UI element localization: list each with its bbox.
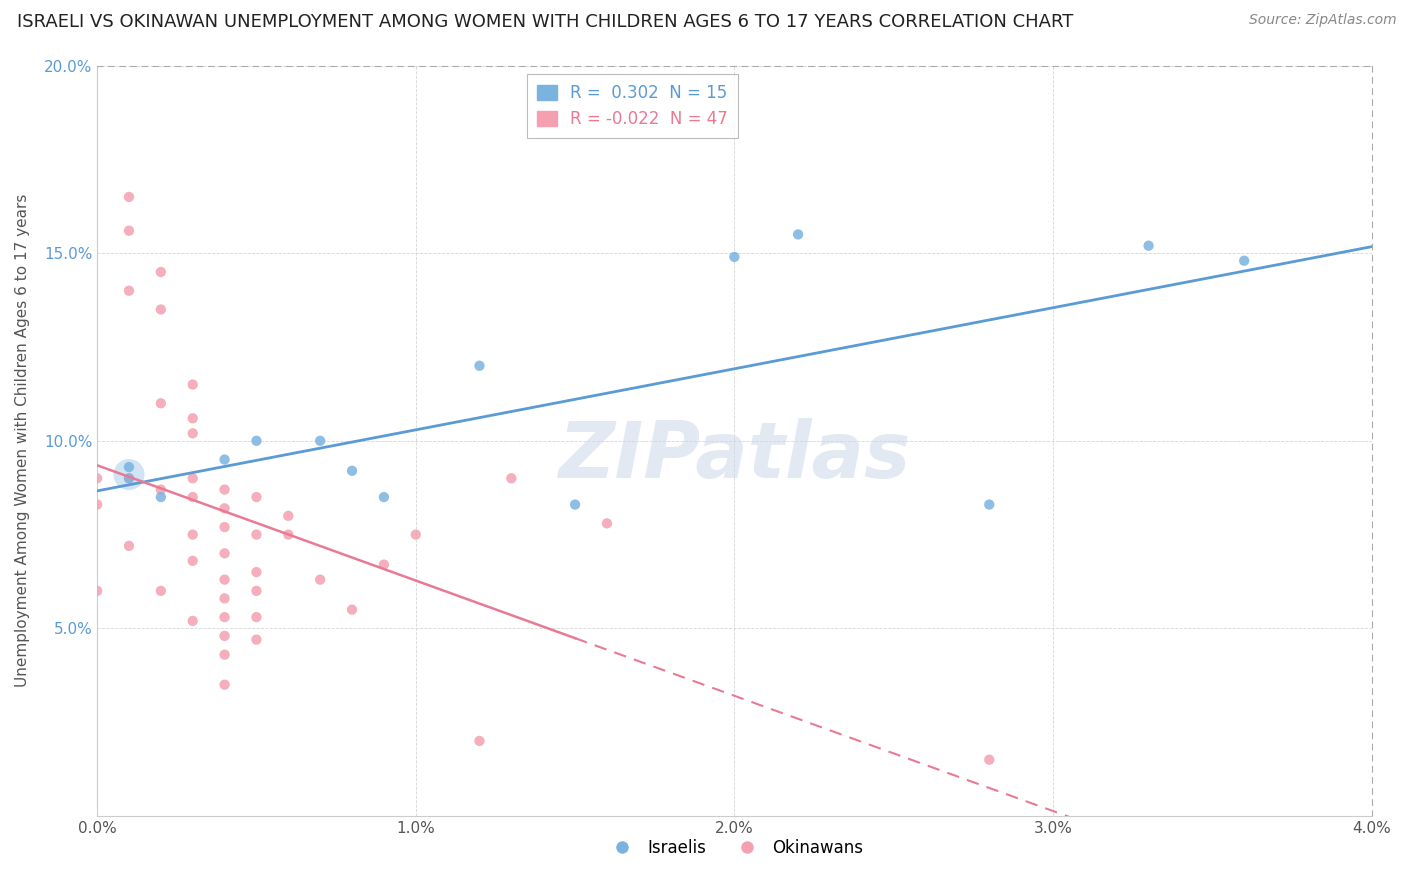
- Point: [149, 483, 172, 497]
- Point: [405, 527, 427, 541]
- Point: [277, 508, 299, 523]
- Point: [245, 565, 267, 579]
- Point: [214, 678, 236, 692]
- Y-axis label: Unemployment Among Women with Children Ages 6 to 17 years: Unemployment Among Women with Children A…: [15, 194, 30, 688]
- Point: [373, 490, 395, 504]
- Point: [564, 498, 586, 512]
- Point: [214, 648, 236, 662]
- Point: [86, 583, 108, 598]
- Point: [214, 452, 236, 467]
- Point: [149, 302, 172, 317]
- Point: [118, 467, 141, 482]
- Point: [149, 396, 172, 410]
- Point: [979, 753, 1001, 767]
- Point: [723, 250, 745, 264]
- Point: [214, 610, 236, 624]
- Point: [181, 426, 204, 441]
- Point: [149, 490, 172, 504]
- Point: [181, 411, 204, 425]
- Point: [181, 614, 204, 628]
- Point: [118, 190, 141, 204]
- Point: [214, 520, 236, 534]
- Point: [86, 498, 108, 512]
- Point: [245, 527, 267, 541]
- Point: [501, 471, 523, 485]
- Point: [340, 602, 363, 616]
- Point: [245, 583, 267, 598]
- Point: [214, 573, 236, 587]
- Legend: Israelis, Okinawans: Israelis, Okinawans: [599, 832, 870, 864]
- Point: [149, 265, 172, 279]
- Point: [86, 471, 108, 485]
- Point: [214, 591, 236, 606]
- Point: [468, 359, 491, 373]
- Point: [181, 471, 204, 485]
- Point: [118, 471, 141, 485]
- Point: [1233, 253, 1256, 268]
- Text: ZIPatlas: ZIPatlas: [558, 417, 911, 494]
- Point: [181, 554, 204, 568]
- Text: Source: ZipAtlas.com: Source: ZipAtlas.com: [1249, 13, 1396, 28]
- Point: [118, 539, 141, 553]
- Point: [118, 460, 141, 475]
- Point: [181, 527, 204, 541]
- Point: [277, 527, 299, 541]
- Point: [245, 610, 267, 624]
- Point: [118, 224, 141, 238]
- Point: [787, 227, 810, 242]
- Point: [118, 471, 141, 485]
- Text: ISRAELI VS OKINAWAN UNEMPLOYMENT AMONG WOMEN WITH CHILDREN AGES 6 TO 17 YEARS CO: ISRAELI VS OKINAWAN UNEMPLOYMENT AMONG W…: [17, 13, 1073, 31]
- Point: [245, 434, 267, 448]
- Point: [340, 464, 363, 478]
- Point: [245, 490, 267, 504]
- Point: [214, 629, 236, 643]
- Point: [214, 546, 236, 560]
- Point: [309, 573, 332, 587]
- Point: [149, 583, 172, 598]
- Point: [373, 558, 395, 572]
- Point: [181, 377, 204, 392]
- Point: [181, 490, 204, 504]
- Point: [309, 434, 332, 448]
- Point: [214, 483, 236, 497]
- Point: [468, 734, 491, 748]
- Point: [214, 501, 236, 516]
- Point: [245, 632, 267, 647]
- Point: [979, 498, 1001, 512]
- Point: [596, 516, 619, 531]
- Point: [1137, 238, 1160, 252]
- Point: [118, 284, 141, 298]
